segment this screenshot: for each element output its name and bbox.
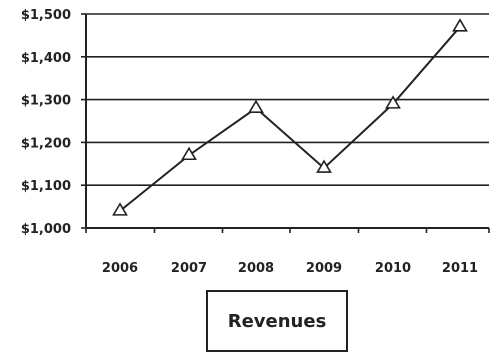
x-tick-label: 2011 xyxy=(442,261,478,276)
y-gridlines xyxy=(86,13,489,186)
y-tick-label: $1,500 xyxy=(21,8,71,23)
y-tick-label: $1,200 xyxy=(21,136,71,151)
y-axis-tick-labels: $1,000 $1,100 $1,200 $1,300 $1,400 $1,500 xyxy=(21,8,71,237)
y-tick-label: $1,000 xyxy=(21,222,71,237)
y-tick-label: $1,300 xyxy=(21,94,71,109)
x-tick-label: 2010 xyxy=(375,261,411,276)
x-tick-label: 2008 xyxy=(238,261,274,276)
series-revenues xyxy=(112,18,468,216)
x-tick-label: 2007 xyxy=(171,261,207,276)
y-tick-label: $1,400 xyxy=(21,51,71,66)
series-line xyxy=(119,26,461,212)
legend-entry-revenues: Revenues xyxy=(227,310,327,332)
legend: Revenues xyxy=(206,290,348,352)
data-point-marker xyxy=(112,202,128,216)
x-tick-label: 2009 xyxy=(306,261,342,276)
chart-axes xyxy=(81,13,490,233)
data-point-marker xyxy=(385,95,401,109)
data-point-marker xyxy=(181,146,197,161)
x-axis-tick-labels: 2006 2007 2008 2009 2010 2011 xyxy=(102,261,478,276)
data-point-marker xyxy=(248,99,264,113)
data-point-marker xyxy=(452,18,468,32)
data-point-marker xyxy=(316,159,332,173)
x-tick-label: 2006 xyxy=(102,261,138,276)
y-tick-label: $1,100 xyxy=(21,179,71,194)
